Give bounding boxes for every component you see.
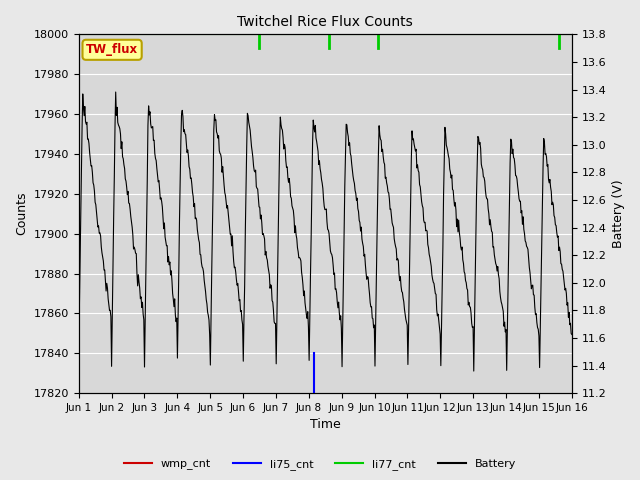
Legend: wmp_cnt, li75_cnt, li77_cnt, Battery: wmp_cnt, li75_cnt, li77_cnt, Battery	[120, 455, 520, 474]
Text: TW_flux: TW_flux	[86, 43, 138, 56]
Title: Twitchel Rice Flux Counts: Twitchel Rice Flux Counts	[237, 15, 413, 29]
Y-axis label: Counts: Counts	[15, 192, 28, 236]
X-axis label: Time: Time	[310, 419, 340, 432]
Y-axis label: Battery (V): Battery (V)	[612, 180, 625, 248]
